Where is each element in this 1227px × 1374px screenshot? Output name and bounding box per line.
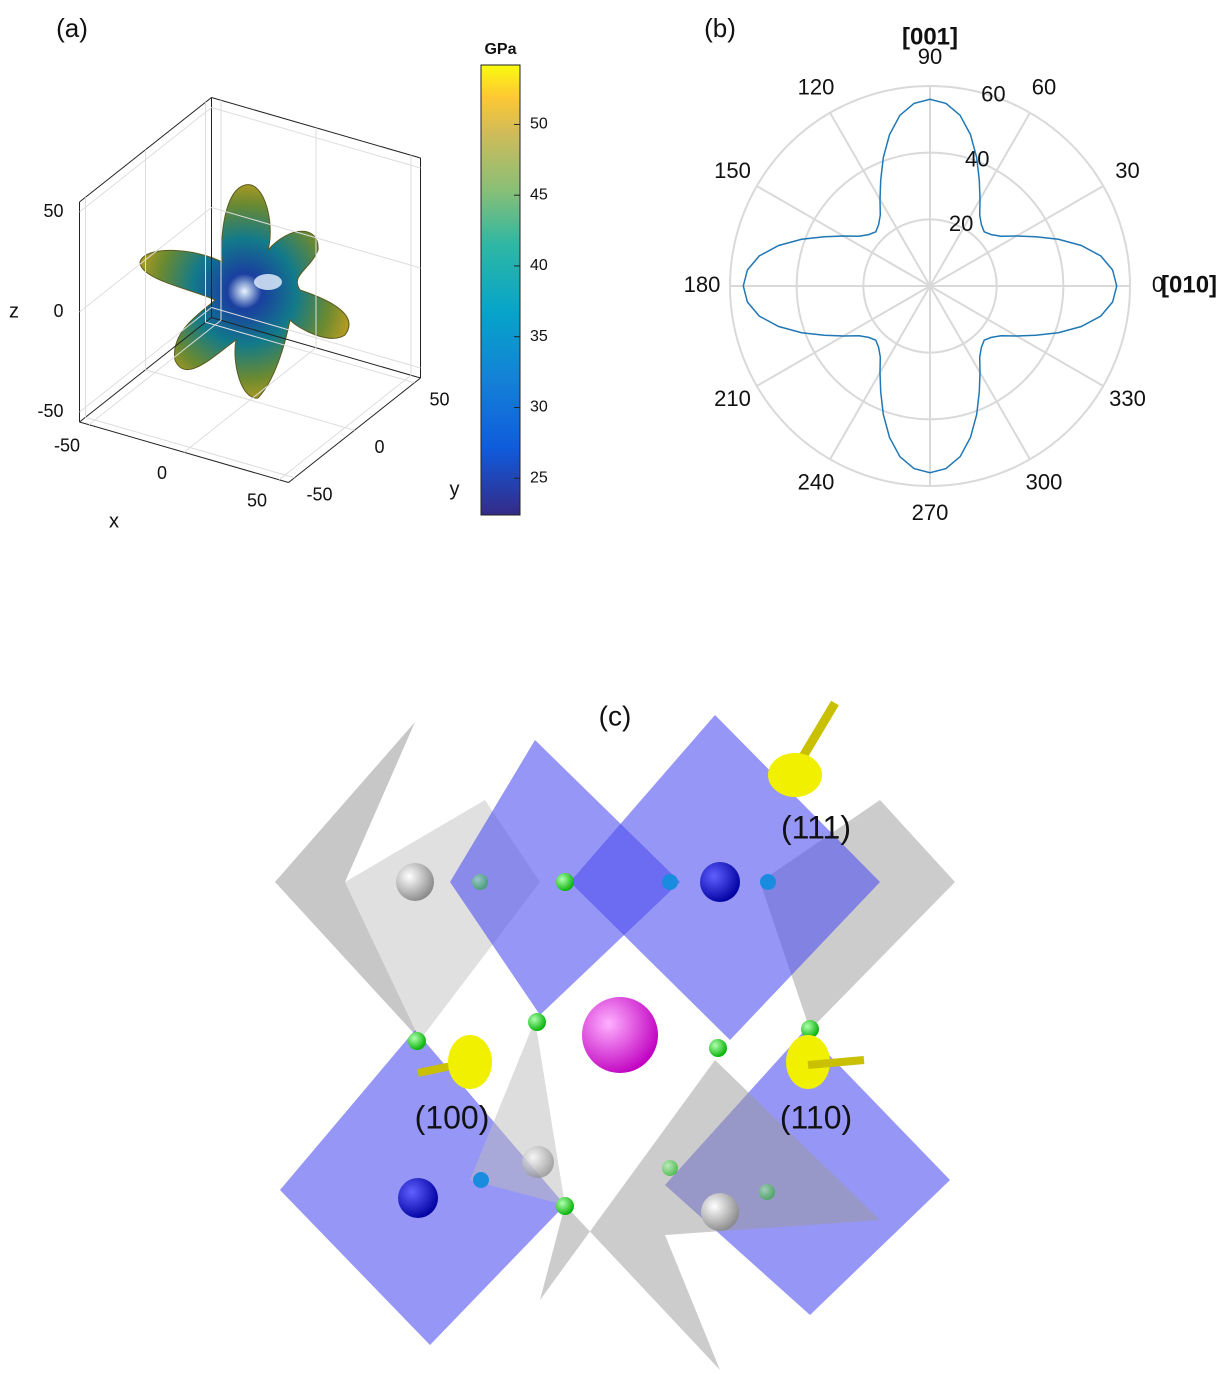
angle-tick-label: 150 bbox=[714, 158, 751, 183]
z-axis-label: z bbox=[9, 300, 19, 322]
radial-tick-label: 60 bbox=[981, 82, 1005, 107]
angle-tick-label: 240 bbox=[798, 469, 835, 494]
colorbar-tick-label: 25 bbox=[530, 469, 548, 486]
angle-tick-label: 210 bbox=[714, 386, 751, 411]
y-tick-label: -50 bbox=[306, 485, 332, 505]
angle-tick-label: 330 bbox=[1109, 386, 1146, 411]
angle-tick-label: 180 bbox=[684, 272, 721, 297]
panel-c: (c) (111) (100) (110) bbox=[275, 700, 955, 1370]
panel-a: -50 0 50 -50 0 50 -50 0 50 x y z (a) 25 30 35 40 45 50 GPa bbox=[9, 13, 548, 533]
axis-label: [010] bbox=[1161, 271, 1217, 298]
angle-tick-label: 270 bbox=[912, 500, 949, 525]
direction-label: (100) bbox=[415, 1099, 490, 1135]
angle-tick-label: 60 bbox=[1032, 74, 1056, 99]
panel-label: (a) bbox=[56, 13, 88, 43]
z-tick-label: 0 bbox=[53, 301, 63, 321]
colorbar-label: GPa bbox=[484, 41, 516, 58]
x-tick-label: 50 bbox=[247, 491, 267, 511]
atom bbox=[522, 1146, 554, 1178]
atom bbox=[582, 997, 658, 1073]
atom bbox=[396, 863, 434, 901]
colorbar bbox=[481, 65, 520, 515]
colorbar-tick-label: 30 bbox=[530, 399, 548, 416]
z-tick-label: -50 bbox=[37, 401, 63, 421]
colorbar-tick-label: 40 bbox=[530, 257, 548, 274]
x-tick-label: -50 bbox=[54, 436, 80, 456]
direction-label: (111) bbox=[781, 809, 851, 845]
colorbar-tick-label: 45 bbox=[530, 186, 548, 203]
atom bbox=[700, 862, 740, 902]
figure: -50050-50050-50050xyz(a)253035404550GPa … bbox=[0, 0, 1227, 1374]
x-tick-label: 0 bbox=[157, 463, 167, 483]
colorbar-tick-label: 50 bbox=[530, 116, 548, 133]
angle-tick-label: 300 bbox=[1026, 469, 1063, 494]
angle-tick-label: 30 bbox=[1115, 158, 1139, 183]
angle-tick-label: 120 bbox=[798, 74, 835, 99]
panel-label: (c) bbox=[599, 700, 632, 731]
colorbar-tick-label: 35 bbox=[530, 328, 548, 345]
radial-tick-label: 20 bbox=[949, 211, 973, 236]
x-axis-label: x bbox=[109, 511, 119, 533]
atom bbox=[701, 1193, 739, 1231]
y-axis-label: y bbox=[450, 479, 460, 501]
y-tick-label: 0 bbox=[374, 437, 384, 457]
surface-highlight bbox=[254, 274, 282, 290]
grid-line bbox=[86, 417, 295, 478]
axis-label: [001] bbox=[902, 23, 958, 50]
direction-label: (110) bbox=[780, 1099, 852, 1135]
y-tick-label: 50 bbox=[429, 390, 449, 410]
z-tick-label: 50 bbox=[43, 201, 63, 221]
panel-label: (b) bbox=[704, 13, 736, 43]
atom bbox=[398, 1178, 438, 1218]
